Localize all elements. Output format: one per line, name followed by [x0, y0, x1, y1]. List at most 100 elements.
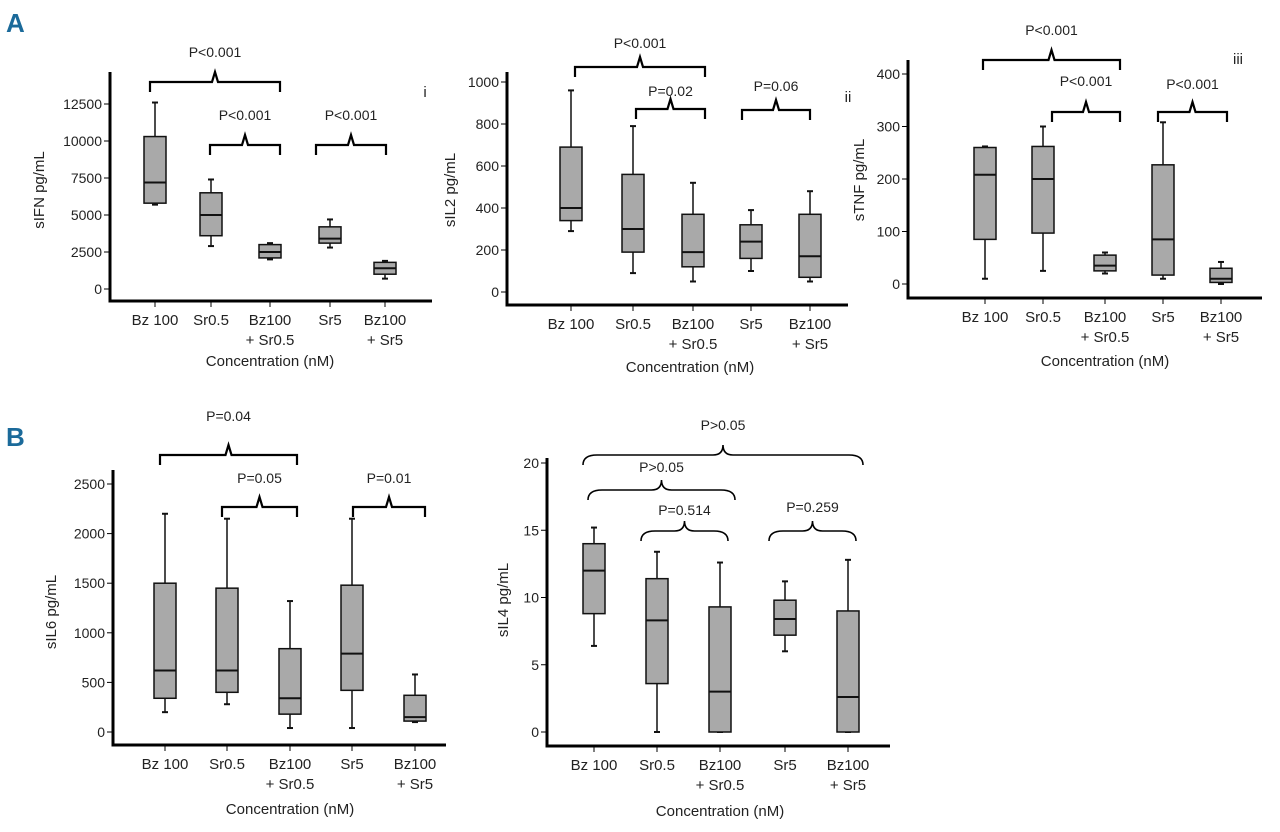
y-tick-label: 300: [877, 119, 901, 135]
x-tick-label: Sr0.5: [193, 312, 229, 329]
x-tick-label: + Sr0.5: [1081, 329, 1130, 346]
x-tick-label: + Sr0.5: [696, 777, 745, 794]
y-tick-label: 5000: [71, 207, 102, 223]
y-tick-label: 0: [491, 284, 499, 300]
y-tick-label: 500: [82, 674, 106, 690]
significance-bracket: [220, 493, 299, 517]
p-value-label: P<0.001: [614, 35, 667, 51]
p-value-label: P<0.001: [1166, 76, 1219, 92]
p-value-label: P=0.04: [206, 408, 251, 424]
x-axis-label: Concentration (nM): [226, 801, 354, 818]
p-value-label: P<0.001: [189, 44, 242, 60]
box: [836, 610, 860, 733]
p-value-label: P=0.259: [786, 499, 839, 515]
significance-bracket: [981, 46, 1122, 70]
x-tick-label: Bz100: [827, 757, 870, 774]
x-tick-label: + Sr5: [792, 336, 828, 353]
y-tick-label: 0: [97, 724, 105, 740]
y-tick-label: 0: [94, 281, 102, 297]
y-tick-label: 15: [523, 522, 539, 538]
x-tick-label: Sr0.5: [639, 757, 675, 774]
box: [1093, 254, 1117, 272]
panel-letter-a: A: [6, 8, 25, 38]
y-tick-label: 1500: [74, 575, 105, 591]
box: [215, 587, 239, 694]
significance-bracket: [573, 53, 707, 77]
panel-tag: iii: [1233, 51, 1243, 68]
x-axis-label: Concentration (nM): [656, 803, 784, 820]
x-axis-label: Concentration (nM): [1041, 353, 1169, 370]
p-value-label: P<0.001: [219, 107, 272, 123]
y-tick-label: 400: [877, 66, 901, 82]
panel-tag: ii: [845, 89, 852, 106]
x-tick-label: Sr0.5: [209, 756, 245, 773]
x-tick-label: Sr5: [340, 756, 363, 773]
y-tick-label: 400: [476, 200, 500, 216]
box: [1209, 267, 1233, 284]
x-tick-label: + Sr0.5: [669, 336, 718, 353]
box: [798, 213, 822, 279]
p-value-label: P=0.05: [237, 470, 282, 486]
p-value-label: P>0.05: [701, 417, 746, 433]
y-tick-label: 10: [523, 590, 539, 606]
significance-bracket: [582, 444, 864, 466]
box: [621, 173, 645, 253]
p-value-label: P<0.001: [1025, 22, 1078, 38]
box: [773, 599, 797, 636]
y-axis-label: sIL2 pg/mL: [442, 153, 459, 227]
x-axis-label: Concentration (nM): [206, 353, 334, 370]
x-tick-label: Sr5: [318, 312, 341, 329]
significance-bracket: [314, 131, 388, 155]
significance-bracket: [208, 131, 282, 155]
x-tick-label: Sr0.5: [615, 316, 651, 333]
y-tick-label: 200: [877, 171, 901, 187]
box: [708, 606, 732, 733]
y-axis-label: sTNF pg/mL: [851, 139, 868, 222]
significance-bracket: [351, 493, 427, 517]
y-tick-label: 7500: [71, 170, 102, 186]
y-tick-label: 1000: [74, 625, 105, 641]
significance-bracket: [587, 479, 736, 501]
x-tick-label: Bz100: [1084, 309, 1127, 326]
x-tick-label: Sr5: [773, 757, 796, 774]
x-tick-label: Bz 100: [132, 312, 179, 329]
box: [403, 694, 427, 722]
x-tick-label: Bz 100: [571, 757, 618, 774]
box: [153, 582, 177, 700]
p-value-label: P=0.01: [367, 470, 412, 486]
y-tick-label: 0: [892, 276, 900, 292]
y-tick-label: 2500: [71, 244, 102, 260]
box: [681, 213, 705, 268]
significance-bracket: [740, 96, 812, 120]
panel-tag: i: [423, 84, 426, 101]
x-tick-label: Bz100: [672, 316, 715, 333]
x-tick-label: + Sr5: [397, 776, 433, 793]
box: [559, 146, 583, 222]
p-value-label: P=0.06: [754, 78, 799, 94]
y-tick-label: 5: [531, 657, 539, 673]
x-tick-label: + Sr5: [830, 777, 866, 794]
x-tick-label: + Sr5: [367, 332, 403, 349]
chart-il4: 0 5 10 15 20 sIL4 pg/mL Concentration (nM) Bz 1…: [495, 417, 890, 820]
x-tick-label: Bz 100: [548, 316, 595, 333]
chart-il2: 0 200 400 600 800 1000 sIL2 pg/mL Concentration…: [442, 35, 851, 376]
x-tick-label: Bz 100: [962, 309, 1009, 326]
x-tick-label: Sr5: [1151, 309, 1174, 326]
p-value-label: P>0.05: [639, 459, 684, 475]
chart-il6: 0 500 1000 1500 2000 2500 sIL6 pg/mL Concentrat…: [43, 408, 446, 818]
chart-tnf: 0 100 200 300 400 sTNF pg/mL Concentration (nM…: [851, 22, 1262, 370]
significance-bracket: [640, 520, 729, 542]
x-tick-label: Bz100: [789, 316, 832, 333]
y-tick-label: 800: [476, 116, 500, 132]
box: [1151, 164, 1175, 276]
y-axis-label: sIL6 pg/mL: [43, 575, 60, 649]
box: [582, 542, 606, 615]
significance-bracket: [1050, 98, 1122, 122]
significance-bracket: [148, 68, 282, 92]
x-tick-label: Bz100: [699, 757, 742, 774]
x-tick-label: Sr0.5: [1025, 309, 1061, 326]
p-value-label: P<0.001: [1060, 73, 1113, 89]
box: [318, 226, 342, 244]
